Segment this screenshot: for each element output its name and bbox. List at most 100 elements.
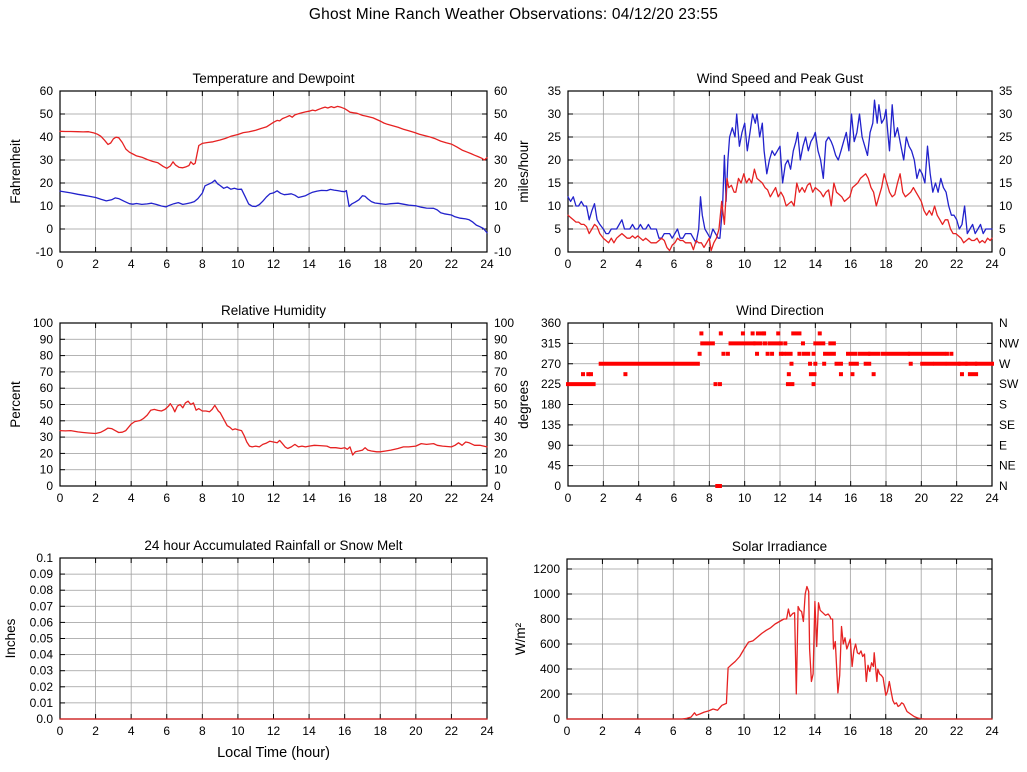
x-tick-label: 24 <box>480 257 494 271</box>
x-axis-label: Local Time (hour) <box>217 745 330 761</box>
right-y-tick-label: 100 <box>494 316 514 330</box>
x-tick-label: 20 <box>409 491 423 505</box>
wind-direction-segment <box>791 331 802 336</box>
wind-direction-segment <box>753 341 763 346</box>
right-y-tick-label: W <box>999 357 1011 371</box>
wind-direction-dot <box>762 331 767 336</box>
wind-direction-segment <box>785 351 793 356</box>
wind-direction-dot <box>778 341 783 346</box>
wind-title: Wind Speed and Peak Gust <box>697 71 864 86</box>
x-tick-label: 2 <box>92 491 99 505</box>
y-tick-label: 45 <box>548 459 562 473</box>
x-tick-label: 0 <box>565 257 572 271</box>
x-tick-label: 20 <box>915 257 929 271</box>
x-tick-label: 6 <box>670 724 677 738</box>
wind-direction-segment <box>965 361 978 366</box>
x-tick-label: 20 <box>409 257 423 271</box>
x-tick-label: 14 <box>302 257 316 271</box>
y-tick-label: 30 <box>40 153 54 167</box>
x-tick-label: 20 <box>915 491 929 505</box>
wind-direction-dot <box>725 351 730 356</box>
right-y-tick-label: 50 <box>494 107 508 121</box>
y-tick-label: 100 <box>33 316 53 330</box>
y-tick-label: 70 <box>40 365 54 379</box>
y-tick-label: 0.03 <box>30 664 54 678</box>
y-tick-label: 400 <box>540 662 560 676</box>
x-tick-label: 10 <box>231 724 245 738</box>
wind-direction-dot <box>797 351 802 356</box>
wind_direction-chart: 0 2 4 6 8 10 12 14 16 18 20 22 240459013518022527031… <box>516 303 1020 505</box>
humidity-chart: 0 2 4 6 8 10 12 14 16 18 20 22 240102030405060708090… <box>8 303 514 505</box>
wind-direction-dot <box>581 372 586 377</box>
wind-direction-segment <box>958 361 968 366</box>
right-y-tick-label: 10 <box>999 199 1013 213</box>
wind-direction-dot <box>770 351 775 356</box>
wind-direction-dot <box>959 372 964 377</box>
x-tick-label: 12 <box>773 257 787 271</box>
y-tick-label: 0 <box>553 712 560 726</box>
wind-direction-segment <box>848 361 859 366</box>
right-y-tick-label: 15 <box>999 176 1013 190</box>
x-tick-label: 8 <box>705 724 712 738</box>
y-tick-label: 25 <box>548 130 562 144</box>
x-tick-label: 0 <box>57 724 64 738</box>
y-tick-label: 50 <box>40 398 54 412</box>
wind-direction-segment <box>767 341 781 346</box>
y-tick-label: 40 <box>40 414 54 428</box>
right-y-tick-label: 10 <box>494 463 508 477</box>
y-tick-label: 200 <box>540 687 560 701</box>
wind-direction-dot <box>808 361 813 366</box>
wind-direction-segment <box>880 351 911 356</box>
wind-direction-segment <box>863 361 872 366</box>
rainfall-ylabel: Inches <box>3 618 18 658</box>
x-tick-label: 18 <box>879 724 893 738</box>
y-tick-label: 0 <box>554 245 561 259</box>
x-tick-label: 12 <box>267 491 281 505</box>
right-y-tick-label: 20 <box>494 176 508 190</box>
x-tick-label: 12 <box>267 257 281 271</box>
y-tick-label: 600 <box>540 637 560 651</box>
wind-direction-dot <box>822 361 827 366</box>
wind_speed-series-line <box>567 168 993 252</box>
right-y-tick-label: 0 <box>999 245 1006 259</box>
wind-direction-dot <box>908 361 913 366</box>
y-tick-label: 0.04 <box>30 648 54 662</box>
wind-direction-dot <box>813 361 818 366</box>
x-tick-label: 6 <box>163 257 170 271</box>
x-tick-label: 2 <box>600 491 607 505</box>
right-y-tick-label: 70 <box>494 365 508 379</box>
right-y-tick-label: 80 <box>494 349 508 363</box>
x-tick-label: 14 <box>809 491 823 505</box>
x-tick-label: 14 <box>302 724 316 738</box>
wind-direction-dot <box>850 372 855 377</box>
right-y-tick-label: -10 <box>494 245 512 259</box>
relative_humidity-series-line <box>59 400 488 456</box>
x-tick-label: 16 <box>338 491 352 505</box>
x-tick-label: 18 <box>879 257 893 271</box>
wind-direction-dot <box>762 341 767 346</box>
y-tick-label: 10 <box>40 199 54 213</box>
y-tick-label: 0.08 <box>30 583 54 597</box>
x-tick-label: 20 <box>409 724 423 738</box>
wind-direction-segment <box>755 331 766 336</box>
x-tick-label: 16 <box>844 257 858 271</box>
solar_irradiance-series-line <box>566 585 993 720</box>
x-tick-label: 2 <box>599 724 606 738</box>
y-tick-label: 225 <box>541 377 561 391</box>
x-tick-label: 6 <box>671 257 678 271</box>
right-y-tick-label: 10 <box>494 199 508 213</box>
wind-direction-segment <box>933 361 947 366</box>
y-tick-label: 0.01 <box>30 696 54 710</box>
y-tick-label: 35 <box>548 84 562 98</box>
y-tick-label: 135 <box>541 418 561 432</box>
right-y-tick-label: 35 <box>999 84 1013 98</box>
wind_direction-ylabel: degrees <box>516 380 531 429</box>
right-y-tick-label: SE <box>999 418 1015 432</box>
x-tick-label: 20 <box>914 724 928 738</box>
x-tick-label: 22 <box>445 257 459 271</box>
y-tick-label: 10 <box>40 463 54 477</box>
wind-direction-dot <box>713 382 718 387</box>
x-tick-label: 2 <box>92 724 99 738</box>
wind-direction-segment <box>868 351 881 356</box>
